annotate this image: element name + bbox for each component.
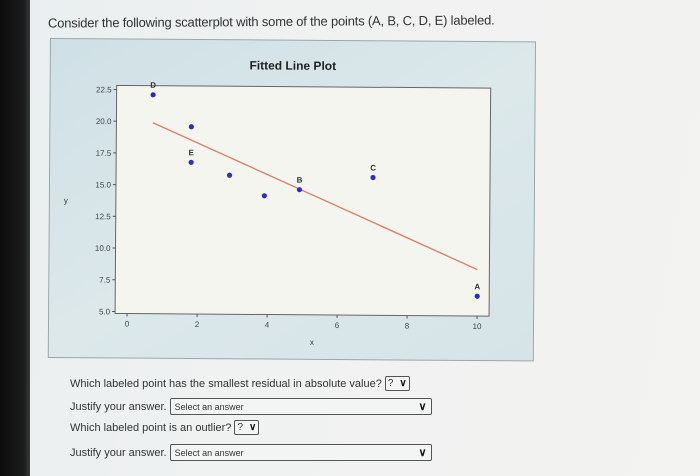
select-value: Select an answer <box>174 447 244 458</box>
data-point <box>261 193 268 199</box>
chevron-down-icon: ∨ <box>418 447 427 459</box>
question-label: Which labeled point has the smallest res… <box>70 377 382 390</box>
select-value: ? <box>387 378 394 389</box>
y-tick-label: 10.0 <box>95 244 111 253</box>
x-tick-label: 6 <box>335 321 340 330</box>
point-label-d: D <box>150 81 156 90</box>
question-label: Which labeled point is an outlier? <box>70 421 232 434</box>
point-label-a: A <box>474 282 480 291</box>
x-tick-label: 8 <box>405 321 410 330</box>
data-point <box>150 92 156 98</box>
x-tick-label: 0 <box>125 320 130 329</box>
question-prompt: Consider the following scatterplot with … <box>47 12 495 31</box>
x-tick-label: 4 <box>265 321 270 330</box>
y-tick-label: 5.0 <box>99 307 111 316</box>
y-tick-label: 17.5 <box>96 149 112 158</box>
data-point <box>188 159 194 165</box>
plot-area <box>114 84 492 317</box>
chevron-down-icon: ∨ <box>249 422 257 433</box>
fitted-line <box>152 122 478 271</box>
data-point <box>296 187 303 193</box>
chevron-down-icon: ∨ <box>418 401 427 413</box>
question-outlier: Which labeled point is an outlier? ? ∨ <box>70 420 260 435</box>
justify-outlier-select[interactable]: Select an answer ∨ <box>169 444 432 461</box>
y-tick-label: 12.5 <box>95 212 111 221</box>
y-tick-label: 7.5 <box>99 276 111 285</box>
justify-residual-select[interactable]: Select an answer ∨ <box>169 398 432 415</box>
data-point <box>188 124 194 130</box>
justify-residual-row: Justify your answer. Select an answer ∨ <box>70 398 432 415</box>
data-point <box>370 174 376 181</box>
scatter-chart: 5.0 7.5 10.0 12.5 15.0 17.5 20.0 22.5 0 2 4 6 8 10 x y D… <box>64 81 492 347</box>
select-value: ? <box>237 422 243 433</box>
y-axis-label: y <box>64 196 68 205</box>
question-label: Justify your answer. <box>70 446 167 459</box>
outlier-select[interactable]: ? ∨ <box>234 420 260 435</box>
y-tick-label: 20.0 <box>96 117 112 126</box>
x-tick-label: 10 <box>473 322 483 331</box>
chevron-down-icon: ∨ <box>399 378 407 389</box>
y-tick-label: 15.0 <box>95 180 111 189</box>
point-label-c: C <box>370 164 376 173</box>
y-tick-label: 22.5 <box>96 85 112 94</box>
x-axis-label: x <box>310 338 314 347</box>
question-label: Justify your answer. <box>70 400 167 413</box>
select-value: Select an answer <box>174 401 244 412</box>
data-point <box>226 172 233 178</box>
screen-bezel <box>0 0 30 476</box>
point-label-e: E <box>188 148 194 157</box>
smallest-residual-select[interactable]: ? ∨ <box>384 376 410 391</box>
question-smallest-residual: Which labeled point has the smallest res… <box>70 376 410 391</box>
fitted-line-plot: Fitted Line Plot 5.0 7.5 10.0 12.5 15.0 17.5 2… <box>47 38 536 362</box>
point-label-b: B <box>297 176 303 185</box>
justify-outlier-row: Justify your answer. Select an answer ∨ <box>70 444 432 461</box>
data-point <box>474 293 480 299</box>
x-tick-label: 2 <box>195 320 200 329</box>
